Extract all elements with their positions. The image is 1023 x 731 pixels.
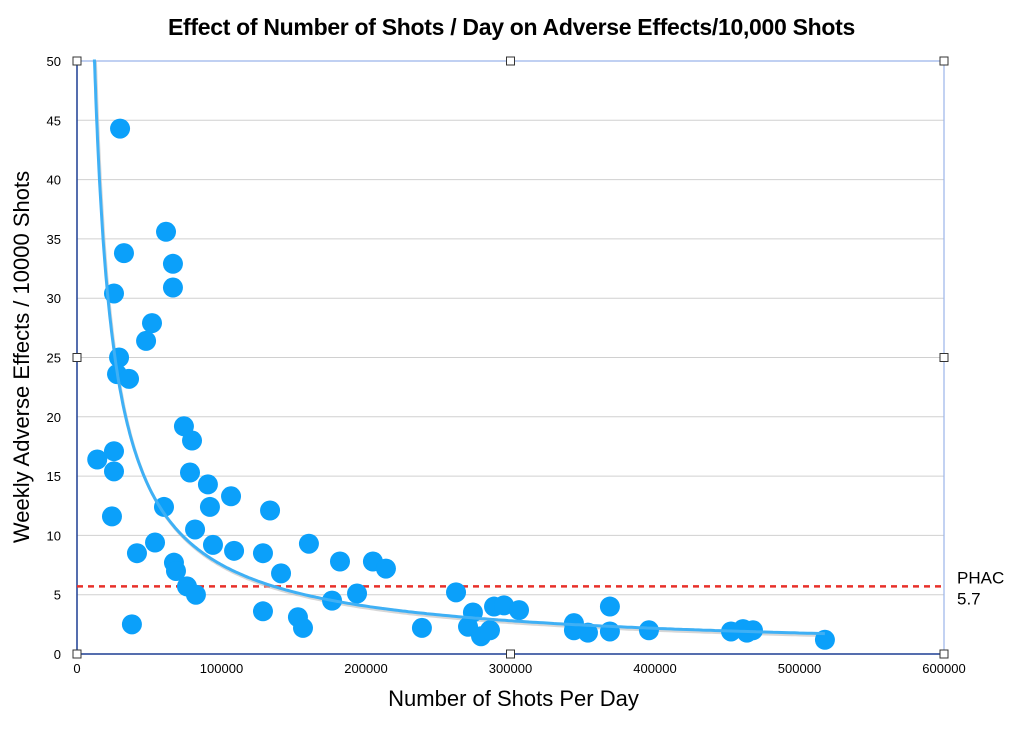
- x-tick-label: 500000: [778, 661, 821, 676]
- data-point: [162, 253, 183, 274]
- selection-handle: [939, 56, 949, 66]
- chart-title: Effect of Number of Shots / Day on Adver…: [167, 14, 856, 40]
- data-point: [185, 519, 206, 540]
- data-point: [260, 500, 281, 521]
- data-point: [179, 462, 200, 483]
- data-point: [599, 621, 620, 642]
- x-tick-label: 200000: [344, 661, 387, 676]
- data-point: [599, 596, 620, 617]
- reference-value-label: 5.7: [957, 589, 981, 608]
- x-tick-label: 0: [73, 661, 80, 676]
- data-point: [347, 583, 368, 604]
- x-tick-label: 100000: [200, 661, 243, 676]
- data-point: [162, 277, 183, 298]
- selection-handle: [939, 649, 949, 659]
- data-point: [119, 368, 140, 389]
- reference-label: PHAC: [957, 568, 1004, 587]
- data-point: [197, 474, 218, 495]
- data-point: [153, 496, 174, 517]
- data-point: [136, 330, 157, 351]
- data-point: [110, 118, 131, 139]
- selection-handle: [72, 649, 82, 659]
- data-point: [411, 617, 432, 638]
- y-tick-label: 30: [47, 291, 61, 306]
- data-point: [479, 620, 500, 641]
- y-tick-label: 20: [47, 410, 61, 425]
- data-point: [224, 540, 245, 561]
- y-tick-label: 10: [47, 528, 61, 543]
- data-point: [446, 582, 467, 603]
- data-point: [252, 601, 273, 622]
- data-point: [329, 551, 350, 572]
- data-point: [221, 486, 242, 507]
- data-point: [121, 614, 142, 635]
- y-tick-label: 15: [47, 469, 61, 484]
- data-point: [202, 534, 223, 555]
- data-point: [182, 430, 203, 451]
- data-point: [145, 532, 166, 553]
- selection-handle: [939, 353, 949, 362]
- data-point: [292, 617, 313, 638]
- trendline-shadow: [93, 61, 826, 638]
- y-tick-label: 40: [47, 173, 61, 188]
- data-point: [113, 243, 134, 264]
- x-tick-label: 600000: [922, 661, 965, 676]
- x-axis-label: Number of Shots Per Day: [388, 686, 639, 711]
- data-point: [101, 506, 122, 527]
- x-tick-label: 400000: [633, 661, 676, 676]
- x-tick-label: 300000: [489, 661, 532, 676]
- data-point: [252, 543, 273, 564]
- selection-handle: [506, 649, 515, 659]
- y-tick-label: 0: [54, 647, 61, 662]
- data-point: [103, 461, 124, 482]
- data-point: [509, 600, 530, 621]
- y-tick-label: 35: [47, 232, 61, 247]
- y-tick-label: 5: [54, 588, 61, 603]
- y-tick-label: 45: [47, 113, 61, 128]
- data-point: [375, 558, 396, 579]
- data-point: [126, 543, 147, 564]
- data-point: [638, 620, 659, 641]
- data-point: [271, 563, 292, 584]
- data-point: [298, 533, 319, 554]
- selection-handle: [506, 56, 515, 66]
- data-point: [493, 595, 514, 616]
- data-point: [165, 560, 186, 581]
- data-point: [185, 584, 206, 605]
- data-point: [87, 449, 108, 470]
- data-point: [577, 622, 598, 643]
- data-point: [199, 496, 220, 517]
- selection-handle: [72, 353, 82, 362]
- y-tick-label: 50: [47, 54, 61, 69]
- data-point: [156, 221, 177, 242]
- y-tick-label: 25: [47, 351, 61, 366]
- trendline: [92, 59, 825, 636]
- data-point: [103, 441, 124, 462]
- data-point: [141, 313, 162, 334]
- selection-handle: [72, 56, 82, 66]
